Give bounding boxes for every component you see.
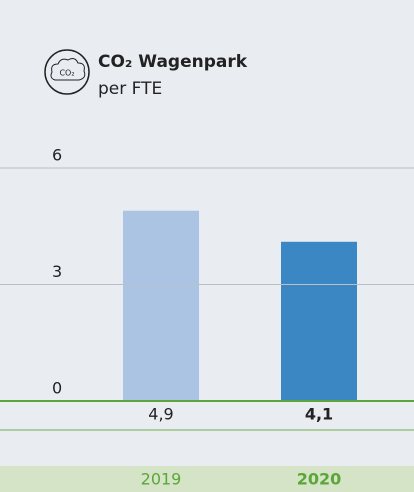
category-band <box>0 466 414 492</box>
chart-subtitle: per FTE <box>98 79 162 99</box>
y-tick-label: 6 <box>52 146 62 165</box>
value-label: 4,1 <box>305 405 333 424</box>
bar <box>123 210 199 401</box>
value-label: 4,9 <box>148 405 173 424</box>
y-tick-label: 3 <box>52 262 62 281</box>
icon: CO₂ <box>44 49 90 95</box>
icon-circle <box>44 49 90 95</box>
x-tick-label: 2020 <box>297 470 342 489</box>
bar <box>281 241 357 401</box>
icon-cloud <box>50 58 86 81</box>
y-tick-label: 0 <box>52 379 62 398</box>
chart-title: CO₂ Wagenpark <box>98 52 248 72</box>
icon-label: CO₂ <box>59 69 74 78</box>
x-tick-label: 2019 <box>141 470 182 489</box>
